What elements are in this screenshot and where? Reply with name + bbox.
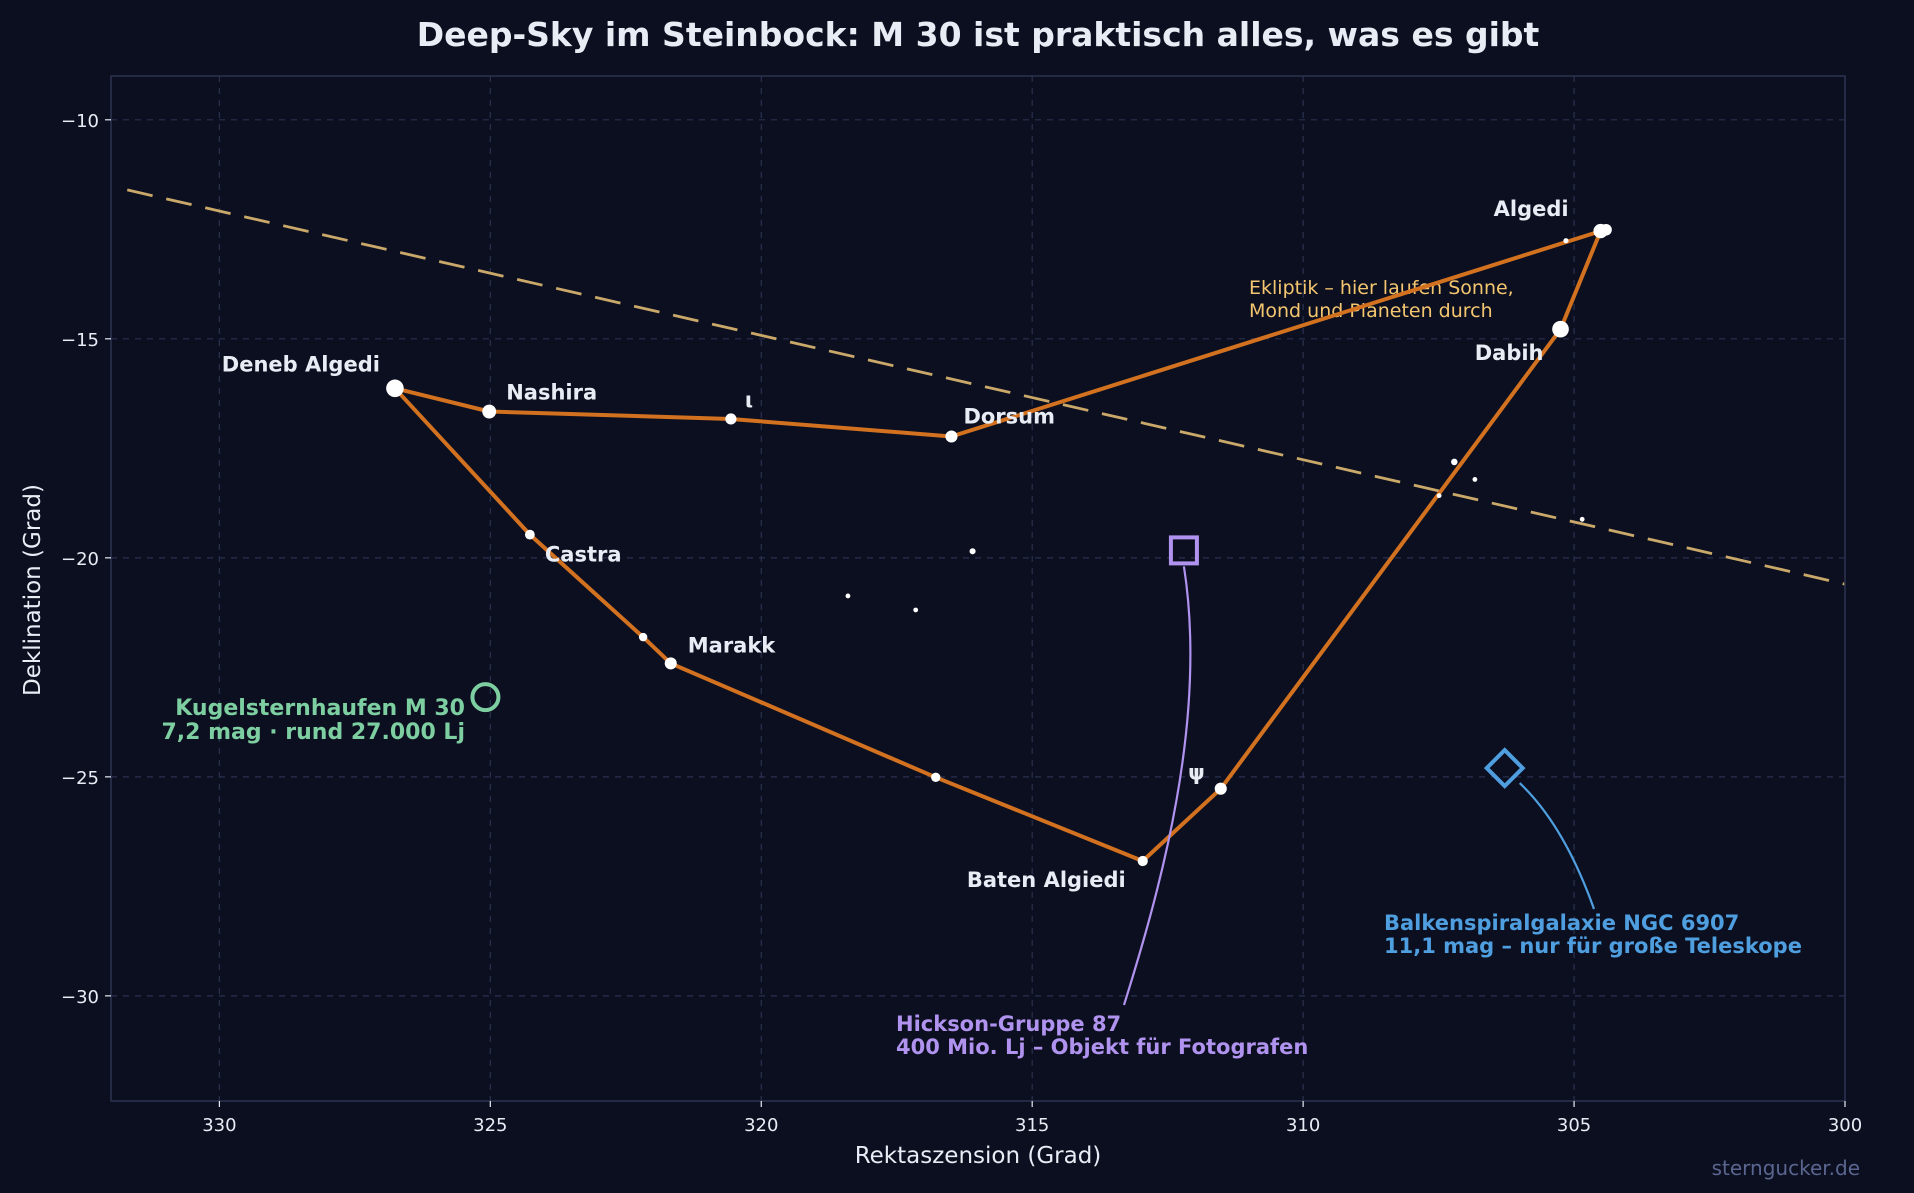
star: [638, 632, 648, 642]
star: [725, 413, 737, 425]
stars: [386, 223, 1612, 867]
star-labels: Deneb Algedi Nashira ι Dorsum Dabih Algedi Cas…: [222, 197, 1569, 892]
star-label: Dorsum: [963, 405, 1055, 429]
hickson-group-label: Hickson-Gruppe 87 400 Mio. Lj – Objekt fü…: [896, 1012, 1308, 1059]
hickson-group-leader: [1122, 566, 1192, 1006]
hickson-group-marker: [1168, 535, 1199, 566]
y-tick-label: −30: [61, 987, 99, 1008]
star: [931, 772, 941, 782]
x-tick-label: 310: [1286, 1115, 1320, 1136]
star-label: Algedi: [1494, 197, 1569, 221]
star-label: Baten Algiedi: [967, 868, 1126, 892]
star: [969, 548, 976, 555]
star: [845, 593, 851, 599]
star: [1451, 458, 1458, 466]
star: [1472, 477, 1478, 482]
star: [664, 657, 677, 670]
y-tick-label: −20: [61, 549, 99, 570]
y-tick-label: −10: [61, 111, 99, 132]
galaxy-marker: [1483, 747, 1526, 789]
chart-title: Deep-Sky im Steinbock: M 30 ist praktisc…: [417, 15, 1540, 54]
globular-cluster-marker: [470, 682, 501, 713]
x-tick-label: 300: [1828, 1115, 1862, 1136]
star: [524, 529, 535, 540]
star: [1214, 782, 1227, 795]
star-label: Deneb Algedi: [222, 352, 380, 376]
watermark: sterngucker.de: [1712, 1156, 1860, 1180]
x-axis-label: Rektaszension (Grad): [855, 1143, 1102, 1169]
star: [1436, 493, 1442, 499]
galaxy-label: Balkenspiralgalaxie NGC 6907 11,1 mag – n…: [1384, 911, 1802, 958]
star-label: ι: [745, 388, 753, 412]
galaxy-leader: [1518, 782, 1596, 910]
x-tick-label: 320: [744, 1115, 778, 1136]
star: [1137, 855, 1148, 867]
star-label: Marakk: [688, 633, 777, 657]
star-label: Castra: [545, 543, 622, 567]
globular-cluster-label: Kugelsternhaufen M 30 7,2 mag · rund 27.0…: [161, 696, 465, 745]
x-tick-label: 330: [202, 1115, 236, 1136]
axes: 330 325 320 315 310 305 300 −10 −15 −20 −25 −30: [61, 75, 1862, 1136]
star: [945, 430, 958, 443]
x-tick-label: 305: [1557, 1115, 1591, 1136]
star-label: Nashira: [506, 381, 597, 405]
ecliptic: Ekliptik – hier laufen Sonne, Mond und Pl…: [126, 188, 1846, 586]
star: [1579, 516, 1585, 522]
star-label: ψ: [1188, 761, 1205, 785]
star: [386, 379, 404, 398]
star: [482, 404, 497, 419]
axes-frame: [110, 75, 1846, 1102]
star-label: Dabih: [1475, 341, 1544, 365]
deep-sky-objects: Kugelsternhaufen M 30 7,2 mag · rund 27.0…: [161, 535, 1802, 1059]
ecliptic-label: Ekliptik – hier laufen Sonne, Mond und Pl…: [1249, 277, 1514, 322]
x-tick-label: 315: [1015, 1115, 1049, 1136]
x-tick-label: 325: [473, 1115, 507, 1136]
star: [1552, 320, 1569, 338]
star: [1600, 223, 1612, 236]
ecliptic-line: [126, 188, 1846, 586]
y-axis-label: Deklination (Grad): [20, 484, 46, 696]
y-tick-label: −25: [61, 768, 99, 789]
star: [1563, 238, 1569, 244]
y-tick-label: −15: [61, 330, 99, 351]
star: [913, 607, 919, 613]
